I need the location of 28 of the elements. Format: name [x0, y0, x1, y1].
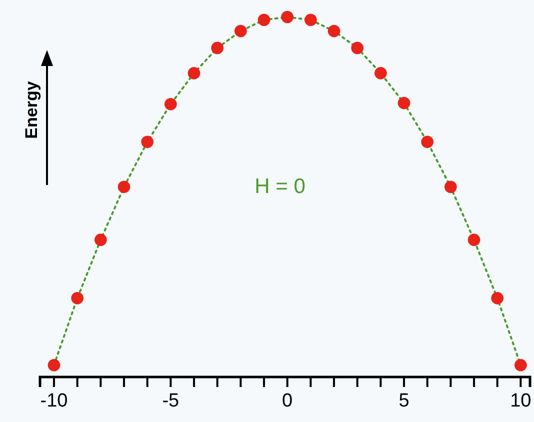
- point: [374, 66, 387, 80]
- point: [94, 234, 107, 246]
- point: [234, 24, 247, 38]
- point: [421, 136, 434, 148]
- point: [258, 14, 270, 26]
- point: [444, 180, 457, 194]
- point: [188, 66, 200, 80]
- annotation: H = 0: [254, 175, 306, 198]
- x-tick-label: 0: [282, 390, 293, 412]
- x-tick-label: 5: [398, 390, 410, 412]
- point: [351, 42, 364, 54]
- point: [118, 180, 130, 194]
- point: [281, 10, 294, 24]
- x-tick-label: -5: [162, 390, 180, 412]
- point: [328, 24, 340, 38]
- x-tick-label: -10: [40, 390, 68, 412]
- point: [141, 136, 154, 148]
- point: [304, 14, 317, 26]
- point: [491, 292, 504, 304]
- point: [48, 358, 60, 372]
- point: [398, 96, 410, 110]
- point: [211, 42, 224, 54]
- point: [71, 292, 84, 304]
- x-tick-label: 10: [510, 390, 532, 412]
- point: [468, 234, 480, 246]
- point: [514, 358, 527, 372]
- point: [164, 98, 177, 110]
- y-axis-title: Energy: [22, 80, 41, 139]
